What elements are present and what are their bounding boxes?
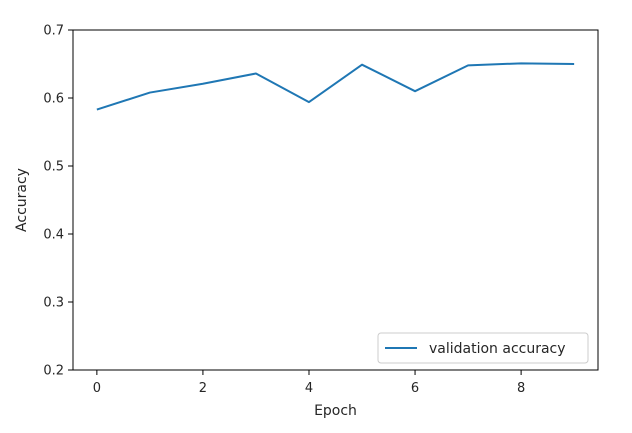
legend-label: validation accuracy — [429, 341, 566, 357]
x-axis: 0 2 4 6 8 — [93, 370, 525, 396]
y-axis-label: Accuracy — [14, 168, 30, 232]
y-tick-label: 0.3 — [43, 296, 64, 311]
y-tick-label: 0.6 — [43, 92, 64, 107]
legend: validation accuracy — [377, 332, 589, 364]
y-tick-label: 0.5 — [43, 160, 64, 175]
x-tick-label: 2 — [199, 381, 207, 396]
y-axis: 0.2 0.3 0.4 0.5 0.6 0.7 — [43, 24, 73, 379]
x-tick-label: 6 — [411, 381, 419, 396]
y-tick-label: 0.7 — [43, 24, 64, 39]
legend-box — [377, 332, 589, 364]
x-axis-label: Epoch — [314, 403, 357, 419]
plot-area — [73, 30, 598, 370]
x-tick-label: 4 — [305, 381, 313, 396]
series-layer — [96, 62, 575, 111]
x-tick-label: 0 — [93, 381, 101, 396]
y-tick-label: 0.2 — [43, 364, 64, 379]
series-line-0 — [96, 62, 575, 111]
plot-frame — [72, 29, 599, 371]
y-tick-label: 0.4 — [43, 228, 64, 243]
x-tick-label: 8 — [517, 381, 525, 396]
